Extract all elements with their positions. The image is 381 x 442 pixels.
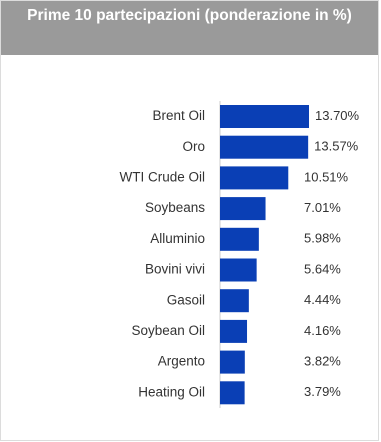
bar — [220, 350, 245, 374]
category-label: Soybean Oil — [131, 323, 205, 338]
category-label: WTI Crude Oil — [119, 169, 205, 184]
category-label: Gasoil — [167, 292, 205, 307]
value-label: 3.82% — [304, 354, 341, 369]
value-label: 4.44% — [304, 292, 341, 307]
bar-chart: Brent Oil 13.70% Oro 13.57% WTI Crude Oil 10.… — [119, 101, 360, 408]
bar — [220, 227, 259, 251]
value-label: 10.51% — [304, 169, 349, 184]
category-label: Heating Oil — [138, 384, 205, 399]
value-label: 13.57% — [314, 139, 359, 154]
bar — [220, 381, 245, 405]
bar — [220, 289, 249, 313]
bar — [220, 319, 248, 343]
category-label: Bovini vivi — [145, 262, 205, 277]
value-label: 5.64% — [304, 261, 341, 276]
category-label: Alluminio — [150, 231, 205, 246]
value-label: 4.16% — [304, 323, 341, 338]
category-label: Argento — [158, 354, 205, 369]
value-label: 3.79% — [304, 384, 341, 399]
value-label: 7.01% — [304, 200, 341, 215]
category-label: Soybeans — [145, 200, 205, 215]
value-label: 13.70% — [315, 108, 360, 123]
category-label: Oro — [182, 139, 205, 154]
value-label: 5.98% — [304, 231, 341, 246]
bar — [220, 166, 289, 190]
chart-title: Prime 10 partecipazioni (ponderazione in… — [1, 1, 378, 55]
bar — [220, 258, 257, 282]
category-label: Brent Oil — [152, 108, 205, 123]
bar — [220, 105, 309, 128]
bar — [220, 135, 309, 159]
bar — [220, 197, 266, 221]
